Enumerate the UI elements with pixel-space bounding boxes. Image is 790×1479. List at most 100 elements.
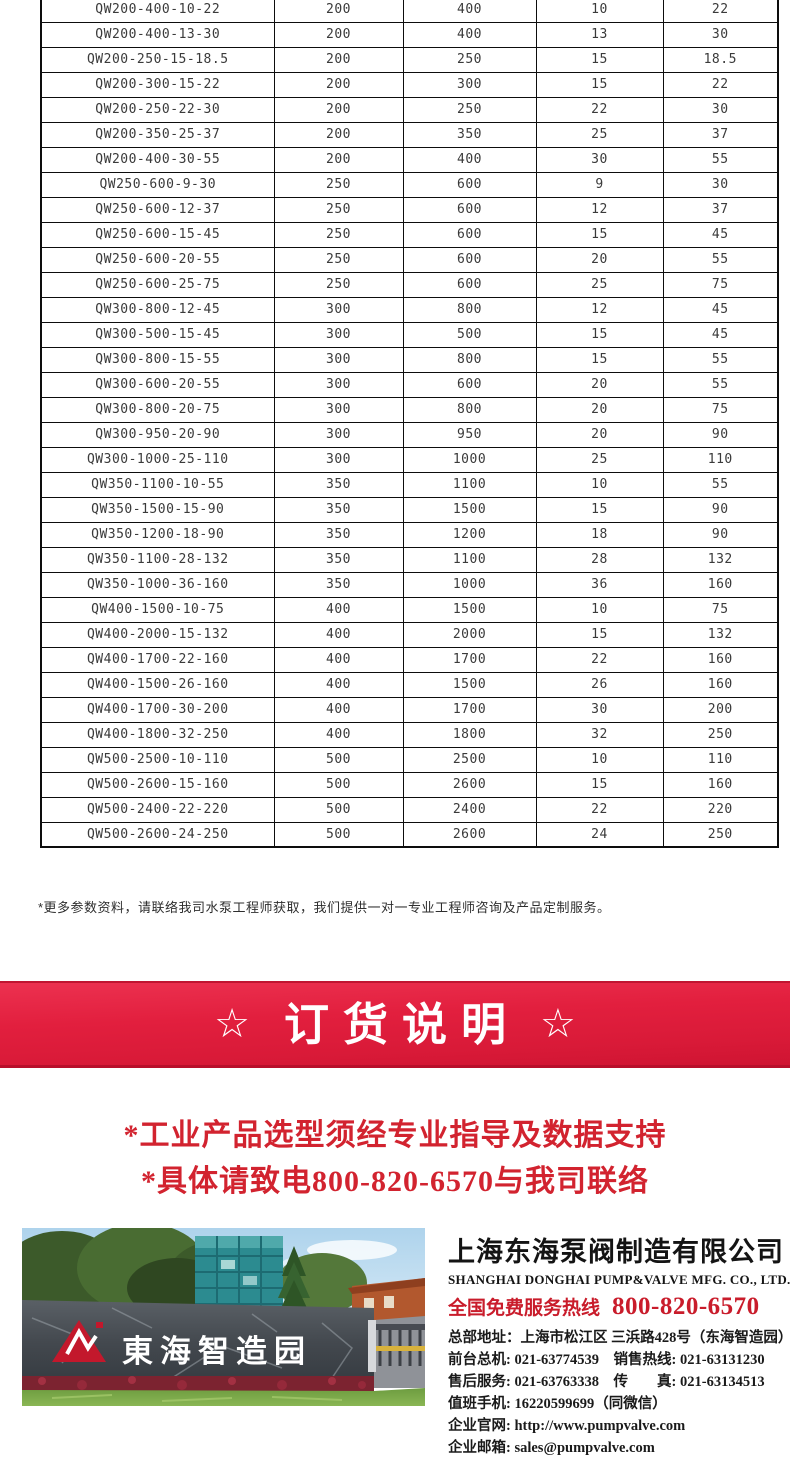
- table-row: QW350-1500-15-90 350 1500 15 90: [40, 496, 779, 523]
- table-row: QW400-1700-30-200 400 1700 30 200: [40, 696, 779, 723]
- table-row: QW350-1200-18-90 350 1200 18 90: [40, 521, 779, 548]
- table-cell: QW200-250-22-30: [40, 96, 275, 123]
- table-row: QW400-1500-26-160 400 1500 26 160: [40, 671, 779, 698]
- table-cell: 25: [535, 271, 664, 298]
- table-cell: 300: [273, 346, 404, 373]
- table-cell: 800: [402, 296, 537, 323]
- table-cell: 400: [273, 671, 404, 698]
- company-name-en: SHANGHAI DONGHAI PUMP&VALVE MFG. CO., LT…: [448, 1272, 790, 1287]
- table-cell: QW250-600-20-55: [40, 246, 275, 273]
- table-cell: 200: [662, 696, 779, 723]
- table-cell: 600: [402, 246, 537, 273]
- company-campus-photo: 東海智造园: [22, 1228, 425, 1406]
- table-cell: 1800: [402, 721, 537, 748]
- table-row: QW300-950-20-90 300 950 20 90: [40, 421, 779, 448]
- table-cell: 15: [535, 221, 664, 248]
- table-cell: QW350-1000-36-160: [40, 571, 275, 598]
- contact-line: 前台总机: 021-63774539 销售热线: 021-63131230: [448, 1352, 765, 1368]
- table-cell: 12: [535, 296, 664, 323]
- star-icon: ☆: [540, 1001, 576, 1047]
- table-cell: 37: [662, 121, 779, 148]
- table-cell: 1100: [402, 546, 537, 573]
- table-cell: 200: [273, 71, 404, 98]
- table-cell: 55: [662, 346, 779, 373]
- table-cell: 400: [273, 721, 404, 748]
- table-cell: 200: [273, 146, 404, 173]
- table-row: QW200-400-30-55 200 400 30 55: [40, 146, 779, 173]
- table-cell: 55: [662, 371, 779, 398]
- contact-line: 值班手机: 16220599699（同微信）: [448, 1396, 667, 1412]
- table-cell: QW500-2500-10-110: [40, 746, 275, 773]
- table-cell: QW300-500-15-45: [40, 321, 275, 348]
- table-cell: 22: [662, 71, 779, 98]
- table-cell: QW200-350-25-37: [40, 121, 275, 148]
- table-cell: QW300-1000-25-110: [40, 446, 275, 473]
- table-cell: 22: [535, 96, 664, 123]
- table-row: QW200-300-15-22 200 300 15 22: [40, 71, 779, 98]
- notice-line: *具体请致电800-820-6570与我司联络: [141, 1165, 649, 1198]
- table-footnote: *更多参数资料，请联络我司水泵工程师获取，我们提供一对一专业工程师咨询及产品定制…: [38, 900, 611, 915]
- table-cell: 37: [662, 196, 779, 223]
- table-cell: 600: [402, 371, 537, 398]
- table-cell: QW250-600-12-37: [40, 196, 275, 223]
- table-cell: QW300-800-20-75: [40, 396, 275, 423]
- table-cell: 1700: [402, 696, 537, 723]
- table-cell: QW350-1200-18-90: [40, 521, 275, 548]
- table-row: QW300-800-12-45 300 800 12 45: [40, 296, 779, 323]
- table-cell: 15: [535, 346, 664, 373]
- table-row: QW300-600-20-55 300 600 20 55: [40, 371, 779, 398]
- table-row: QW200-250-15-18.5 200 250 15 18.5: [40, 46, 779, 73]
- table-cell: 160: [662, 671, 779, 698]
- table-cell: QW200-400-10-22: [40, 0, 275, 23]
- table-cell: 10: [535, 471, 664, 498]
- table-cell: 25: [535, 121, 664, 148]
- table-cell: 160: [662, 571, 779, 598]
- table-row: QW250-600-12-37 250 600 12 37: [40, 196, 779, 223]
- table-cell: 200: [273, 21, 404, 48]
- table-cell: 1500: [402, 596, 537, 623]
- table-cell: 600: [402, 171, 537, 198]
- table-cell: 30: [662, 96, 779, 123]
- table-cell: 15: [535, 321, 664, 348]
- table-cell: 1200: [402, 521, 537, 548]
- table-cell: 500: [273, 746, 404, 773]
- table-cell: 250: [273, 196, 404, 223]
- table-row: QW300-800-15-55 300 800 15 55: [40, 346, 779, 373]
- table-cell: 18.5: [662, 46, 779, 73]
- table-cell: QW300-600-20-55: [40, 371, 275, 398]
- table-cell: 600: [402, 221, 537, 248]
- table-cell: 15: [535, 46, 664, 73]
- lawn: [22, 1388, 425, 1406]
- table-cell: 20: [535, 421, 664, 448]
- table-cell: QW300-800-15-55: [40, 346, 275, 373]
- table-cell: 75: [662, 396, 779, 423]
- table-cell: 132: [662, 621, 779, 648]
- table-cell: 45: [662, 221, 779, 248]
- company-logo-icon: [52, 1320, 106, 1362]
- table-cell: 400: [273, 696, 404, 723]
- table-cell: QW400-1500-10-75: [40, 596, 275, 623]
- table-cell: QW400-1700-30-200: [40, 696, 275, 723]
- table-cell: 75: [662, 596, 779, 623]
- table-cell: 1000: [402, 446, 537, 473]
- table-cell: 1500: [402, 496, 537, 523]
- table-cell: 22: [662, 0, 779, 23]
- service-hotline: 全国免费服务热线 800-820-6570: [448, 1293, 788, 1321]
- contact-line: 企业官网: http://www.pumpvalve.com: [448, 1418, 686, 1434]
- table-row: QW500-2500-10-110 500 2500 10 110: [40, 746, 779, 773]
- table-cell: 250: [273, 171, 404, 198]
- table-cell: 300: [273, 421, 404, 448]
- table-cell: 1700: [402, 646, 537, 673]
- table-cell: 22: [535, 646, 664, 673]
- table-cell: 75: [662, 271, 779, 298]
- banner-title: 订货说明: [283, 998, 520, 1050]
- table-cell: QW250-600-25-75: [40, 271, 275, 298]
- table-cell: 30: [662, 21, 779, 48]
- table-cell: 400: [402, 0, 537, 23]
- table-cell: QW300-800-12-45: [40, 296, 275, 323]
- table-cell: 350: [273, 496, 404, 523]
- table-row: QW250-600-20-55 250 600 20 55: [40, 246, 779, 273]
- table-cell: 300: [273, 371, 404, 398]
- table-cell: 600: [402, 271, 537, 298]
- table-cell: 250: [662, 821, 779, 848]
